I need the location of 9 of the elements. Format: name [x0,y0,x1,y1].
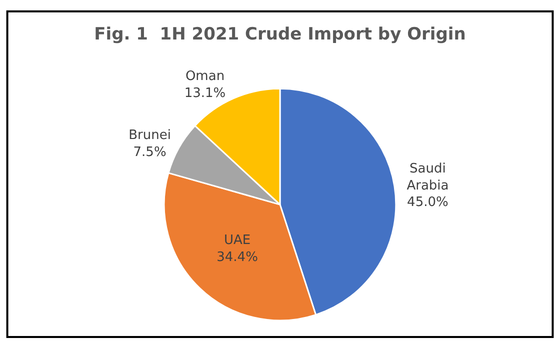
data-label: 7.5% [133,144,166,160]
data-label: 45.0% [407,195,448,210]
slice-label: Oman [185,68,225,84]
slice-label: Brunei [128,128,171,143]
slice-label: Saudi Arabia [406,161,449,194]
data-label: 13.1% [184,86,226,101]
data-label: 34.4% [216,250,258,265]
chart-title: Fig. 1 1H 2021 Crude Import by Origin [94,24,466,45]
slice-label: UAE [224,232,251,248]
